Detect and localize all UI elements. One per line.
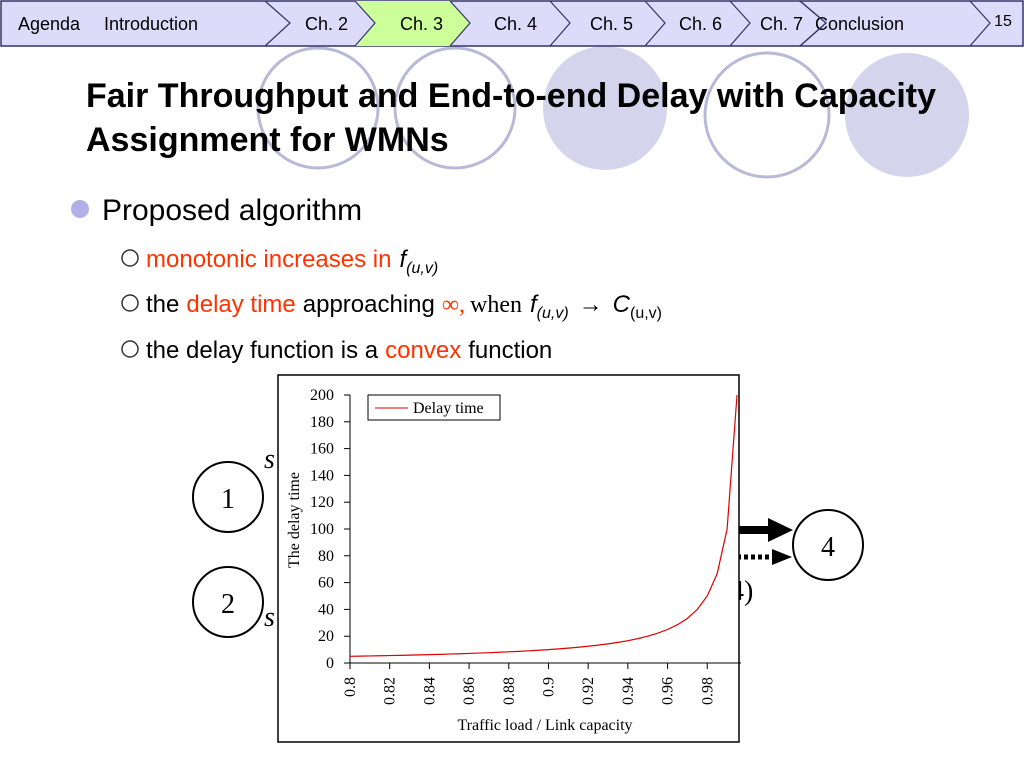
nav-item[interactable]: Ch. 3 [400,14,443,34]
x-tick-label: 0.88 [501,677,518,705]
page-number: 15 [994,13,1012,30]
y-tick-label: 0 [326,655,334,672]
y-tick-label: 80 [318,548,334,565]
nav-bar: Agenda Introduction Ch. 2 Ch. 3 Ch. 4 Ch… [0,0,1024,47]
nav-item[interactable]: Ch. 6 [679,14,722,34]
text: (u,v) [406,260,438,277]
x-tick-label: 0.9 [540,677,557,697]
title-box: Fair Throughput and End-to-end Delay wit… [86,77,937,159]
fragment: s [264,444,275,475]
text: delay time [186,291,295,318]
text: monotonic increases in [146,246,391,273]
node-label: 2 [221,589,235,620]
x-tick-label: 0.8 [342,677,359,697]
x-tick-label: 0.98 [699,677,716,705]
nav-item[interactable]: Ch. 2 [305,14,348,34]
text: (u,v) [630,305,662,322]
line [349,394,738,657]
x-tick-label: 0.84 [421,677,438,705]
y-tick-label: 40 [318,601,334,618]
node-label: 1 [221,484,235,515]
sub-bullet: the delay time approaching ∞, when f(u,v) → C(u… [146,291,662,322]
text: approaching [303,291,435,318]
bullet-dot [71,200,89,218]
nav-item[interactable]: Ch. 4 [494,14,537,34]
text: f [399,246,408,273]
nav-item[interactable]: Introduction [104,14,198,34]
sub-bullets: monotonic increases in f(u,v) the delay ti… [121,246,662,364]
node-label: 4 [821,532,835,563]
text: the delay function is a [146,337,379,364]
y-tick-label: 200 [310,387,334,404]
legend-label: Delay time [413,400,484,417]
text: function [468,337,552,364]
x-tick-label: 0.92 [580,677,597,705]
text: ∞, [442,292,465,318]
diagram: 1 2 4 s s 4) [192,444,864,638]
text: convex [385,337,461,364]
y-tick-label: 20 [318,628,334,645]
text: → [579,291,603,318]
bullet: Proposed algorithm [102,194,362,227]
chart: The delay time Traffic load / Link capac… [277,374,741,743]
x-tick-label: 0.94 [620,677,637,705]
sub-bullet: the delay function is a convex function [146,337,552,364]
y-tick-label: 160 [310,441,334,458]
nav-item[interactable]: Ch. 5 [590,14,633,34]
text: C [613,291,631,318]
text: f [530,291,539,318]
decor [256,46,969,179]
text: (u,v) [537,305,569,322]
text: when [470,292,522,318]
x-tick-label: 0.96 [660,677,677,705]
y-tick-label: 60 [318,575,334,592]
text: the [146,291,179,318]
nav-item[interactable]: Ch. 7 [760,14,803,34]
y-tick-label: 140 [310,467,334,484]
y-tick-label: 180 [310,414,334,431]
nav-item[interactable]: Agenda [18,14,81,34]
x-tick-label: 0.82 [382,677,399,705]
nav-item[interactable]: Conclusion [815,14,904,34]
x-axis-title: Traffic load / Link capacity [457,717,632,734]
y-tick-label: 100 [310,521,334,538]
slide-title: Fair Throughput and End-to-end Delay wit… [86,77,937,159]
sub-bullet: monotonic increases in f(u,v) [146,246,438,277]
fragment: s [264,602,275,633]
y-axis-title: The delay time [286,472,303,568]
y-tick-label: 120 [310,494,334,511]
x-tick-label: 0.86 [461,677,478,705]
